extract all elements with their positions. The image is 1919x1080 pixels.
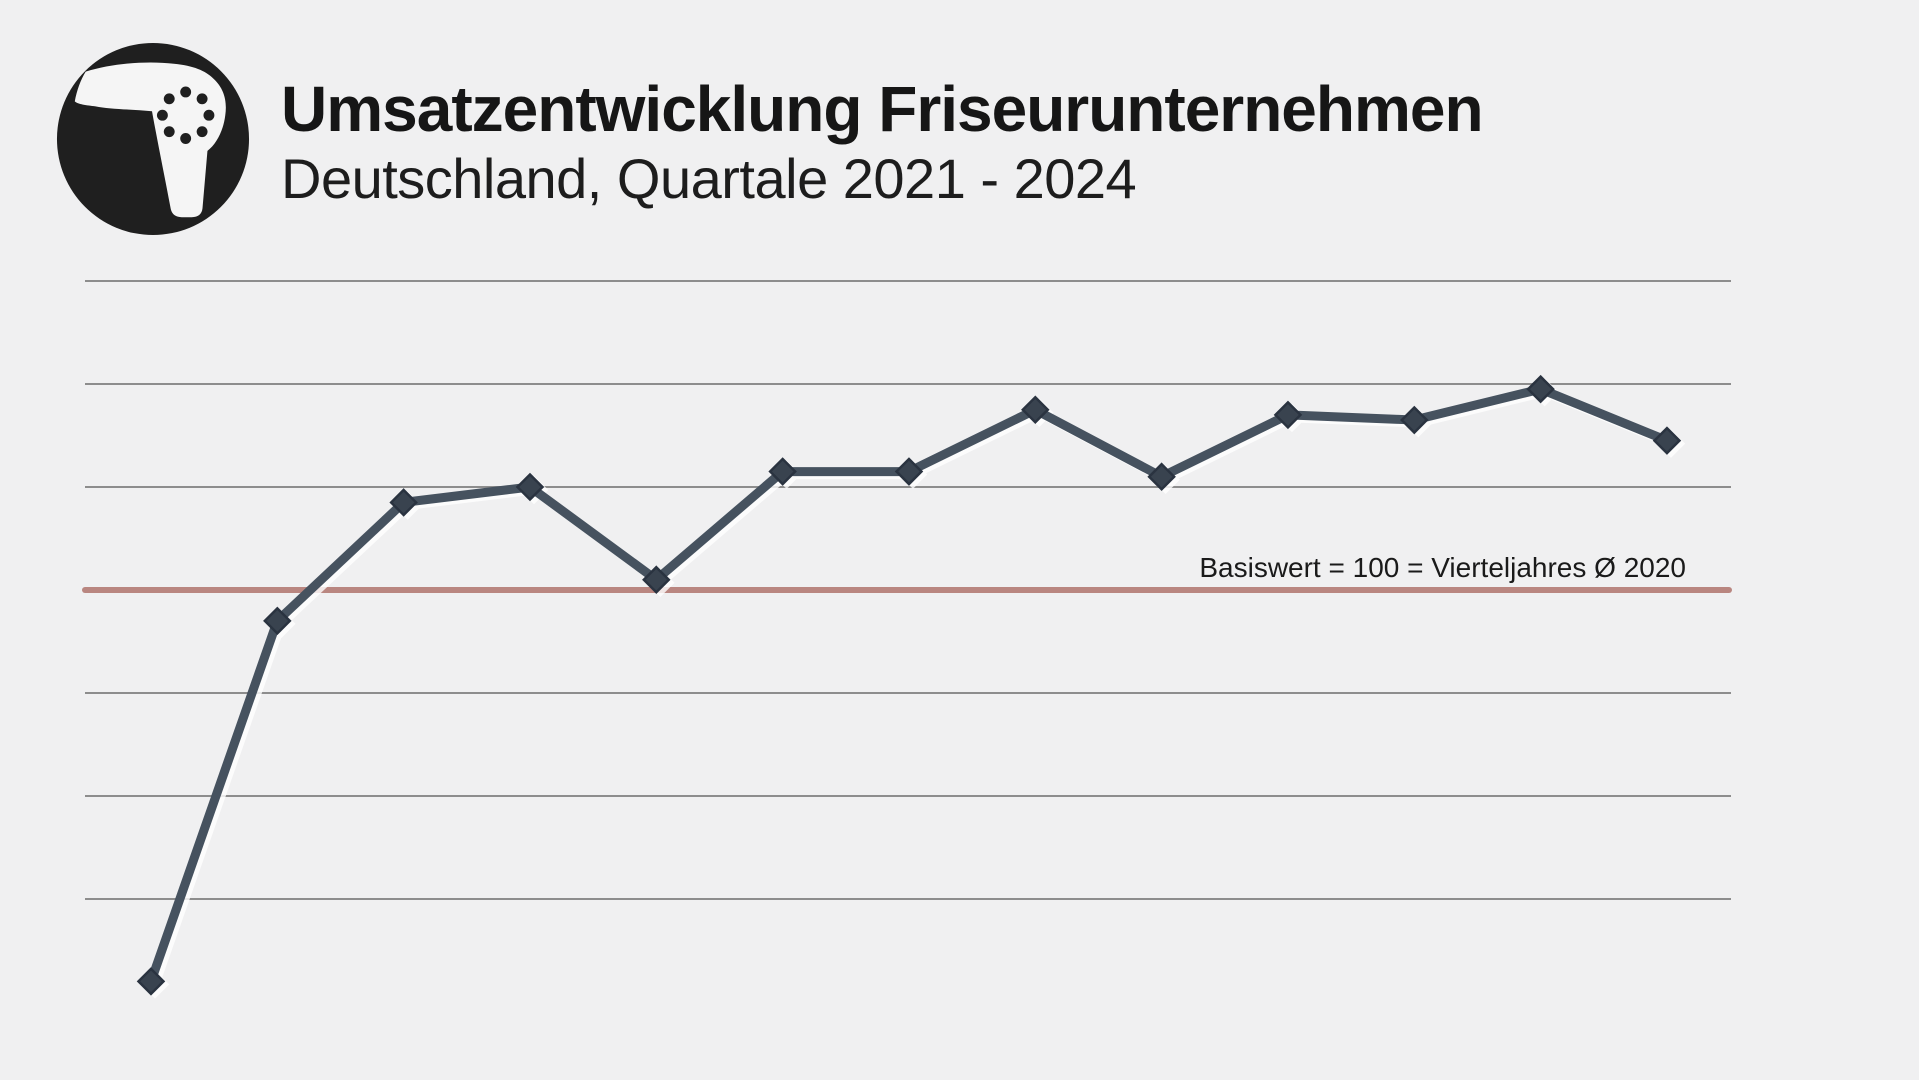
page-subtitle: Deutschland, Quartale 2021 - 2024	[281, 147, 1137, 210]
data-point-marker	[1021, 395, 1050, 425]
revenue-line-series	[136, 374, 1682, 996]
data-point-marker	[1652, 426, 1682, 455]
page-title: Umsatzentwicklung Friseurunternehmen	[281, 73, 1484, 145]
gridlines	[82, 280, 1732, 900]
data-point-marker	[1273, 400, 1303, 430]
data-point-marker	[389, 488, 418, 517]
infographic-header: Umsatzentwicklung Friseurunternehmen Deu…	[0, 0, 1919, 250]
data-point-marker	[642, 565, 671, 594]
hair-dryer-icon	[56, 42, 250, 236]
data-point-marker	[1526, 374, 1555, 404]
data-point-marker	[894, 457, 924, 486]
data-point-marker	[263, 606, 292, 636]
brand-logo	[56, 42, 250, 236]
baseline-label: Basiswert = 100 = Vierteljahres Ø 2020	[1199, 552, 1686, 583]
data-point-marker	[1400, 405, 1429, 435]
data-point-marker	[136, 967, 166, 996]
vent-dots	[156, 86, 215, 144]
data-point-marker	[515, 472, 545, 502]
data-point-marker	[768, 457, 797, 486]
data-point-marker	[1147, 462, 1176, 491]
